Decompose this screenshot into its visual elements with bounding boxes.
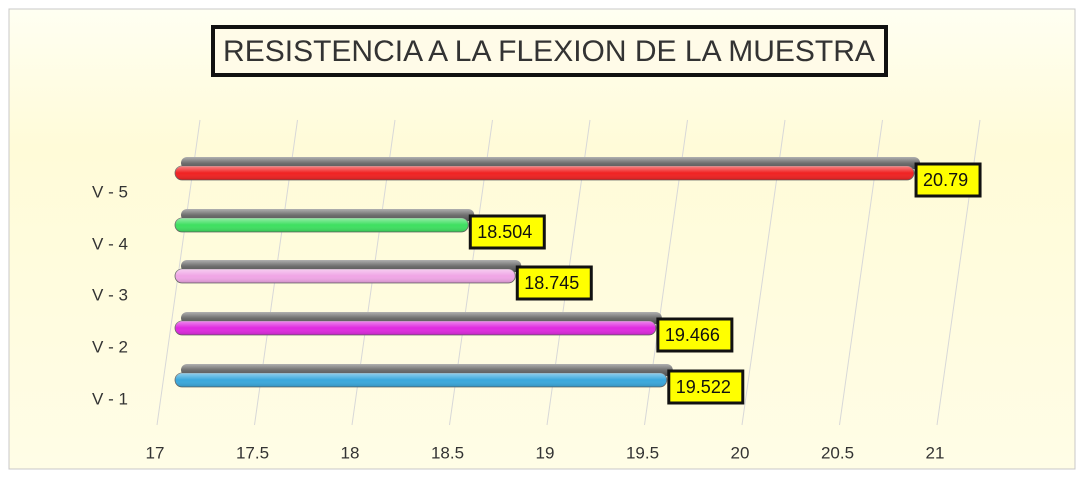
value-label-box (914, 162, 982, 198)
y-tick-label: V - 4 (92, 234, 128, 253)
y-tick-label: V - 5 (92, 182, 128, 201)
value-label: 20.79 (923, 170, 968, 190)
value-label: 18.745 (524, 273, 579, 293)
x-tick-label: 20 (731, 443, 750, 462)
value-label: 19.522 (676, 377, 731, 397)
value-label-box (656, 317, 734, 353)
x-tick-label: 21 (926, 443, 945, 462)
y-tick-label: V - 2 (92, 337, 128, 356)
bar-shine (175, 321, 656, 335)
x-tick-label: 18 (341, 443, 360, 462)
value-label: 19.466 (665, 325, 720, 345)
bar (174, 157, 921, 181)
x-tick-label: 19.5 (626, 443, 659, 462)
value-label-box (468, 214, 546, 250)
bar-shine (175, 166, 915, 180)
bar-shine (175, 269, 516, 283)
bar (174, 260, 522, 284)
value-label-box (667, 369, 745, 405)
value-label-box (515, 265, 593, 301)
value-label: 18.504 (477, 222, 532, 242)
x-tick-label: 18.5 (431, 443, 464, 462)
title-box (211, 25, 888, 77)
chart-title: RESISTENCIA A LA FLEXION DE LA MUESTRA (223, 35, 875, 68)
x-tick-label: 17.5 (236, 443, 269, 462)
bar-shine (175, 373, 667, 387)
bar (174, 364, 673, 388)
bar (174, 209, 475, 233)
y-tick-label: V - 3 (92, 285, 128, 304)
x-tick-label: 17 (146, 443, 165, 462)
y-tick-label: V - 1 (92, 389, 128, 408)
x-tick-label: 20.5 (821, 443, 854, 462)
bar (174, 312, 662, 336)
x-tick-label: 19 (536, 443, 555, 462)
bar-shine (175, 218, 469, 232)
